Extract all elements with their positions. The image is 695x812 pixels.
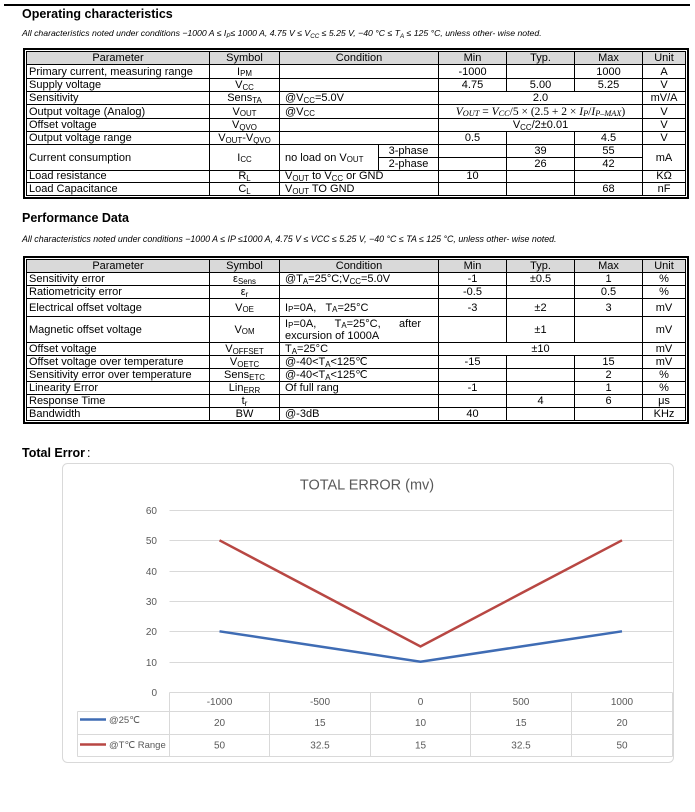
svg-text:10: 10 (415, 718, 427, 729)
svg-text:TOTAL ERROR (mv): TOTAL ERROR (mv) (300, 478, 434, 494)
svg-text:40: 40 (146, 567, 158, 578)
svg-text:@T℃ Range: @T℃ Range (109, 740, 166, 751)
svg-text:500: 500 (513, 697, 530, 708)
svg-text:1000: 1000 (611, 697, 634, 708)
svg-text:20: 20 (146, 627, 158, 638)
svg-text:50: 50 (146, 536, 158, 547)
svg-text:0: 0 (418, 697, 424, 708)
svg-text:20: 20 (214, 718, 226, 729)
svg-text:0: 0 (151, 688, 157, 699)
svg-text:15: 15 (515, 718, 527, 729)
svg-text:20: 20 (616, 718, 628, 729)
svg-text:-500: -500 (310, 697, 330, 708)
svg-text:15: 15 (314, 718, 326, 729)
svg-text:@25℃: @25℃ (109, 715, 140, 726)
svg-text:32.5: 32.5 (310, 741, 330, 752)
svg-text:10: 10 (146, 658, 158, 669)
svg-text:50: 50 (214, 741, 226, 752)
svg-text:-1000: -1000 (207, 697, 233, 708)
svg-text:50: 50 (616, 741, 628, 752)
svg-text:60: 60 (146, 506, 158, 517)
svg-text:32.5: 32.5 (511, 741, 531, 752)
svg-text:30: 30 (146, 597, 158, 608)
svg-text:15: 15 (415, 741, 427, 752)
